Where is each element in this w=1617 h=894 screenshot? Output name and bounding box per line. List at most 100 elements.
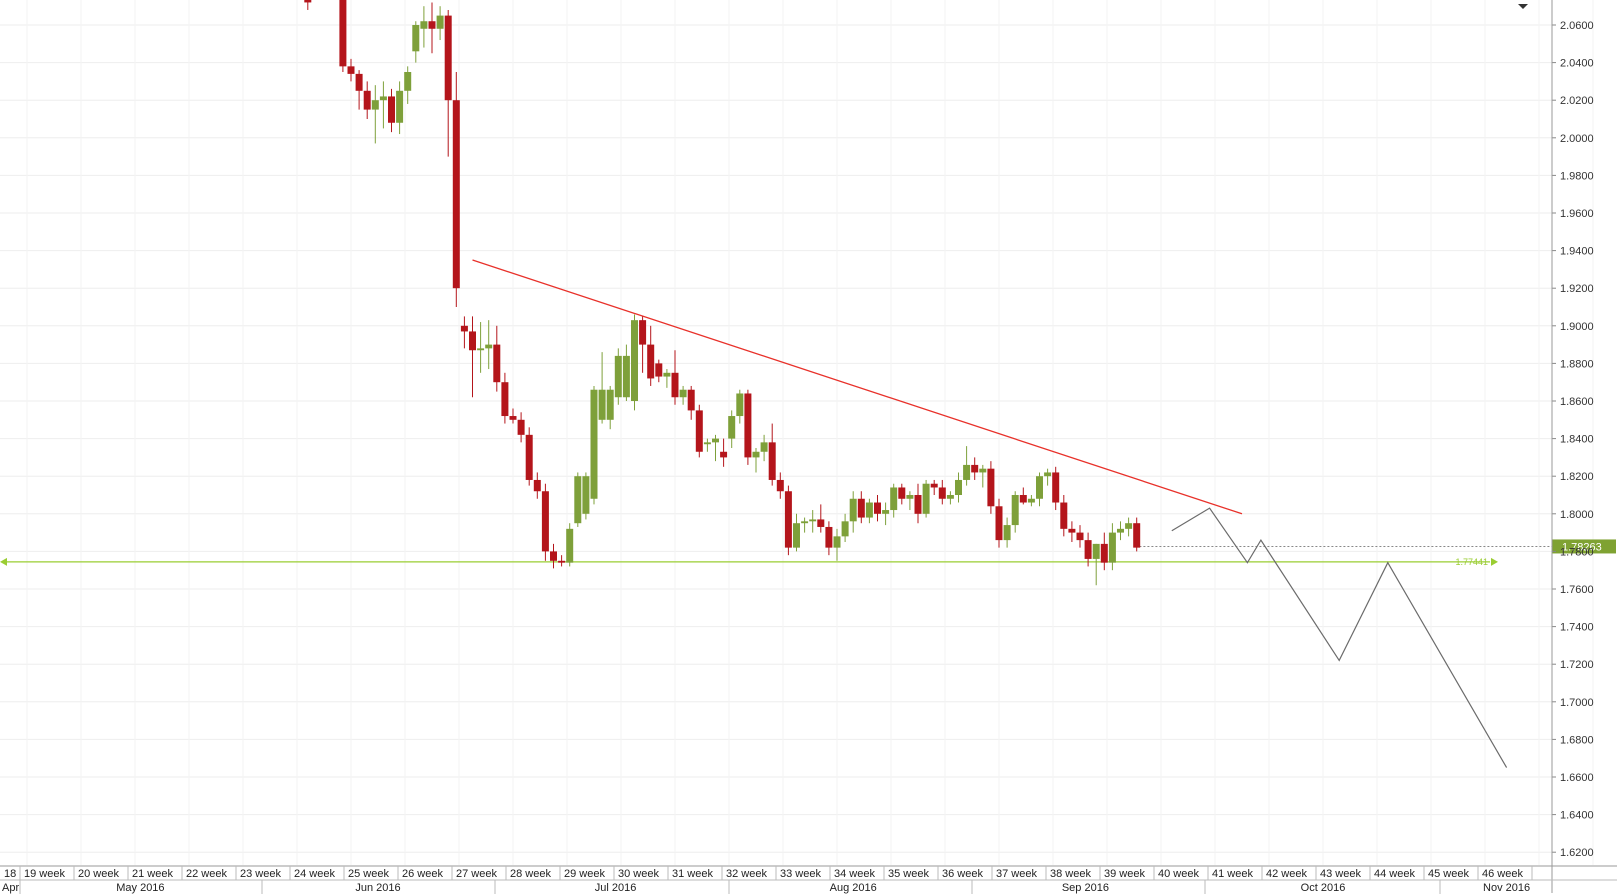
candle-up — [1125, 517, 1133, 537]
y-tick-label: 1.7200 — [1560, 659, 1594, 671]
month-label: Jul 2016 — [595, 882, 637, 894]
current-price-tag — [1552, 539, 1616, 554]
candle-up — [979, 464, 987, 488]
resistance-trendline — [472, 259, 1243, 515]
candle-body — [1060, 502, 1068, 529]
candle-body — [396, 90, 404, 123]
candle-down — [444, 9, 452, 157]
candle-up — [420, 6, 428, 48]
candle-up — [598, 352, 606, 424]
candle-down — [825, 521, 833, 556]
candle-up — [582, 472, 590, 520]
candle-body — [622, 355, 630, 398]
candle-down — [687, 385, 695, 420]
candle-body — [631, 320, 638, 401]
week-label: 36 week — [942, 868, 983, 880]
candle-body — [363, 90, 371, 110]
candle-body — [801, 521, 809, 524]
week-label: 43 week — [1320, 868, 1361, 880]
week-label: 30 week — [618, 868, 659, 880]
week-label: 39 week — [1104, 868, 1145, 880]
y-tick-label: 1.8200 — [1560, 471, 1594, 483]
candle-up — [955, 472, 962, 503]
candle-body — [606, 389, 614, 420]
candle-body — [1027, 498, 1035, 503]
candle-body — [752, 451, 760, 458]
week-label: 25 week — [348, 868, 389, 880]
candle-body — [639, 320, 647, 345]
candle-up — [566, 523, 574, 567]
candle-up — [1092, 543, 1100, 586]
candle-up — [679, 385, 687, 405]
week-label: 44 week — [1374, 868, 1415, 880]
candle-down — [541, 483, 549, 561]
candle-body — [1108, 532, 1116, 563]
support-level-label: 1.77441 — [1455, 557, 1488, 567]
candle-body — [404, 72, 412, 91]
projection-path — [1171, 507, 1508, 768]
candle-body — [339, 0, 347, 67]
candle-body — [355, 73, 363, 91]
candle-body — [882, 510, 890, 514]
candle-body — [436, 15, 444, 29]
candle-down — [971, 457, 979, 480]
y-tick-label: 2.0400 — [1560, 58, 1594, 70]
candle-down — [647, 325, 655, 386]
candle-body — [347, 66, 355, 74]
candle-up — [728, 410, 736, 448]
candle-up — [833, 528, 841, 561]
candle-up — [922, 479, 930, 518]
week-label: 21 week — [132, 868, 173, 880]
dropdown-chevron-icon[interactable] — [1518, 4, 1528, 9]
month-label: Jun 2016 — [355, 882, 400, 894]
candle-down — [1060, 495, 1068, 537]
candle-down — [501, 372, 509, 424]
candle-body — [687, 389, 695, 411]
candle-down — [671, 350, 679, 405]
candle-body — [736, 393, 744, 417]
week-label: 45 week — [1428, 868, 1469, 880]
candle-body — [946, 495, 954, 499]
month-label: May 2016 — [116, 882, 164, 894]
candle-body — [469, 331, 476, 351]
candle-down — [720, 438, 728, 467]
candle-body — [744, 393, 752, 458]
candle-body — [857, 498, 865, 518]
y-tick-label: 1.8600 — [1560, 396, 1594, 408]
candle-body — [671, 372, 679, 398]
week-label: 40 week — [1158, 868, 1199, 880]
candle-body — [817, 519, 825, 527]
candle-down — [550, 543, 557, 569]
candles — [304, 0, 1141, 586]
candle-down — [874, 495, 881, 522]
candle-down — [1076, 525, 1084, 548]
candle-body — [590, 389, 598, 499]
candle-up — [752, 448, 760, 473]
week-label: 23 week — [240, 868, 281, 880]
candle-body — [728, 416, 736, 439]
candle-up — [1003, 517, 1011, 548]
y-tick-label: 1.9000 — [1560, 321, 1594, 333]
candle-body — [582, 476, 590, 514]
candle-up — [1027, 495, 1035, 507]
candle-body — [995, 506, 1003, 541]
candle-up — [1036, 472, 1043, 507]
candle-body — [371, 100, 379, 110]
week-label: 19 week — [24, 868, 65, 880]
candle-body — [493, 344, 501, 383]
support-left-arrow-icon — [0, 557, 7, 566]
candle-up — [809, 510, 817, 533]
y-tick-label: 1.6200 — [1560, 847, 1594, 859]
candle-up — [760, 434, 768, 462]
candle-body — [1133, 523, 1141, 548]
y-tick-label: 1.8400 — [1560, 434, 1594, 446]
candle-body — [938, 487, 946, 499]
candle-body — [1036, 476, 1043, 499]
candle-down — [493, 325, 501, 392]
candle-body — [1125, 523, 1133, 529]
candle-body — [768, 442, 776, 480]
candle-up — [404, 66, 412, 104]
month-label: Sep 2016 — [1062, 882, 1109, 894]
